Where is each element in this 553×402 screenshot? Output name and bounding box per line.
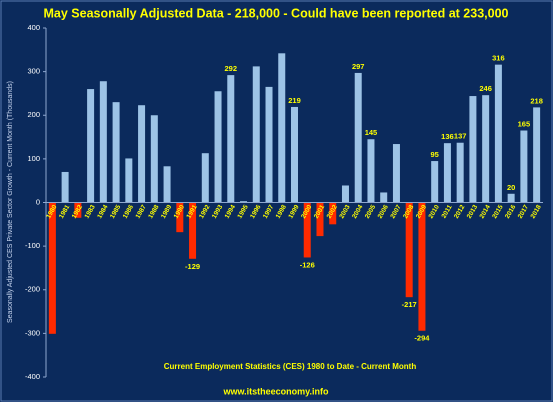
bar (494, 64, 502, 203)
bar (176, 202, 184, 233)
bar (48, 202, 56, 334)
bar (456, 142, 464, 203)
bar (329, 202, 337, 225)
bar (112, 102, 120, 203)
y-tick-label: 200 (27, 110, 40, 119)
x-axis-title: Current Employment Statistics (CES) 1980… (164, 362, 417, 371)
bar (392, 144, 400, 203)
y-tick-label: -300 (25, 328, 40, 337)
bar (418, 202, 426, 331)
bar (482, 95, 490, 203)
data-label: -126 (300, 260, 315, 269)
bar (125, 158, 133, 203)
data-label: -294 (414, 334, 430, 343)
bar (354, 72, 362, 203)
data-label: -129 (185, 262, 200, 271)
bar (380, 192, 388, 203)
bar (265, 86, 273, 203)
data-label: 137 (454, 132, 467, 141)
bar (240, 201, 248, 203)
bar (99, 81, 107, 203)
y-tick-label: -400 (25, 372, 40, 381)
bar (291, 106, 298, 203)
bar (520, 130, 528, 203)
bar (431, 161, 439, 203)
data-label: 219 (288, 96, 301, 105)
y-tick-label: 400 (27, 23, 40, 32)
data-label: 292 (225, 64, 238, 73)
bar (214, 91, 222, 203)
footer: www.itstheeconomy.info (222, 386, 329, 396)
bar (138, 105, 146, 203)
bar (405, 202, 413, 298)
chart-title: May Seasonally Adjusted Data - 218,000 -… (44, 6, 509, 20)
data-label: 316 (492, 54, 505, 63)
bar (443, 143, 451, 203)
data-label: 20 (507, 183, 515, 192)
bar (150, 115, 158, 203)
bar (227, 75, 235, 203)
y-tick-label: -200 (25, 285, 40, 294)
bar (533, 107, 541, 203)
bar (469, 96, 477, 203)
bar (507, 193, 515, 203)
bar (278, 53, 286, 203)
bar (87, 89, 95, 203)
y-tick-label: -100 (25, 241, 40, 250)
bar (163, 166, 171, 203)
bar (252, 66, 260, 203)
y-axis-title: Seasonally Adjusted CES Private Sector G… (7, 81, 14, 323)
data-label: 246 (479, 84, 492, 93)
data-label: 165 (518, 120, 531, 129)
y-tick-label: 300 (27, 67, 40, 76)
data-label: 145 (365, 128, 378, 137)
bar (316, 202, 324, 237)
data-label: 297 (352, 62, 365, 71)
bar (74, 202, 82, 218)
bar (61, 171, 69, 203)
data-label: 136 (441, 132, 454, 141)
bar (367, 139, 375, 203)
data-label: 95 (431, 150, 439, 159)
bar (303, 202, 311, 258)
data-label: 218 (530, 96, 543, 105)
data-label: -217 (402, 300, 417, 309)
y-tick-label: 0 (36, 197, 40, 206)
bar (189, 202, 197, 259)
y-tick-label: 100 (27, 154, 40, 163)
bar (201, 153, 209, 203)
bar (341, 185, 349, 203)
